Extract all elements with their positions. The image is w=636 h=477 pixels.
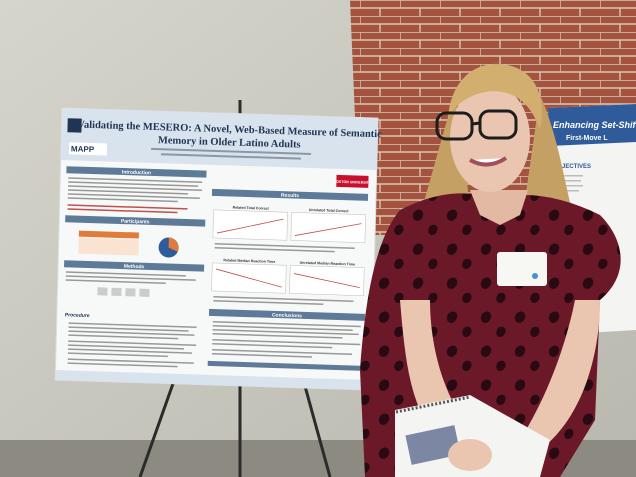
- section-header: Participants: [121, 218, 150, 225]
- plot-title: Unrelated Total Correct: [309, 208, 350, 213]
- plot-title: Related Total Correct: [233, 206, 270, 211]
- poster-logo: MAPP: [71, 144, 95, 154]
- person: [360, 63, 621, 477]
- plot-title: Related Median Reaction Time: [223, 258, 275, 264]
- main-poster: MAPP Validating the MESERO: A Novel, Web…: [54, 107, 382, 391]
- plot-title: Unrelated Median Reaction Time: [300, 261, 356, 267]
- right-poster-title: Enhancing Set-Shifting: [553, 120, 636, 130]
- section-header: Procedure: [65, 312, 90, 319]
- section-header: Results: [281, 193, 299, 200]
- university: BOSTON UNIVERSITY: [333, 180, 372, 185]
- section-header: Conclusions: [272, 312, 302, 319]
- section-header: Methods: [124, 264, 145, 271]
- right-poster-subtitle: First-Move L: [566, 135, 608, 142]
- poster-title: Memory in Older Latino Adults: [158, 135, 301, 151]
- right-poster-section: OBJECTIVES: [553, 164, 591, 170]
- section-header: Introduction: [122, 169, 151, 176]
